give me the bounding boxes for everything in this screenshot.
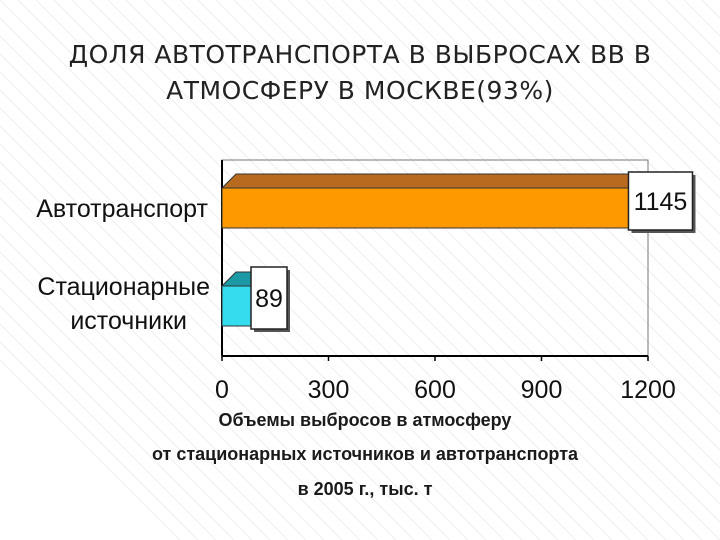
category-label: источники <box>70 307 187 335</box>
background-stripe <box>0 125 415 540</box>
bar-1 <box>221 285 255 327</box>
background-stripe <box>0 305 235 540</box>
background-stripe <box>215 0 720 505</box>
background-stripe <box>557 0 720 163</box>
background-stripe <box>143 0 685 540</box>
background-stripe <box>0 341 199 540</box>
x-tick-label: 0 <box>215 376 229 404</box>
x-tick-label: 900 <box>521 376 563 404</box>
background-stripe <box>0 161 379 540</box>
background-stripe <box>0 143 397 540</box>
slide-title-line-2: АТМОСФЕРУ В МОСКВЕ(93%) <box>166 76 554 105</box>
background-stripe <box>575 0 720 145</box>
x-tick-label: 600 <box>414 376 456 404</box>
x-tick-label: 1200 <box>620 376 676 404</box>
background-stripe <box>323 0 720 397</box>
background-stripe <box>125 0 667 540</box>
background-stripe <box>449 0 720 271</box>
background-stripe <box>269 0 720 451</box>
background-stripe <box>539 0 720 181</box>
chart-caption-line-2: от стационарных источников и автотранспо… <box>151 444 579 464</box>
background-stripe <box>413 0 720 307</box>
background-stripe <box>35 0 577 540</box>
x-tick-label: 300 <box>308 376 350 404</box>
background-stripe <box>0 107 433 540</box>
data-label-box <box>627 171 694 231</box>
background-stripe <box>0 323 217 540</box>
background-stripe <box>467 0 720 253</box>
background-stripe <box>89 0 631 540</box>
chart-caption-line-3: в 2005 г., тыс. т <box>297 479 433 499</box>
data-label: 89 <box>255 285 283 313</box>
background-stripe <box>395 0 720 325</box>
background-stripe <box>0 287 253 540</box>
background-stripe <box>341 0 720 379</box>
background-stripe <box>0 251 289 540</box>
slide-title-line-1: ДОЛЯ АВТОТРАНСПОРТА В ВЫБРОСАХ ВВ В <box>68 40 652 69</box>
bar-0 <box>221 187 629 229</box>
category-label: Автотранспорт <box>36 195 208 223</box>
background-stripe <box>107 0 649 540</box>
background-stripe <box>161 0 703 540</box>
background-stripe <box>521 0 720 199</box>
background-stripe <box>251 0 720 469</box>
background-stripe <box>0 71 469 540</box>
data-label-box <box>250 266 288 330</box>
background-stripe <box>287 0 720 433</box>
background-stripe <box>0 179 361 540</box>
background-stripe <box>0 233 307 540</box>
background-stripe <box>0 197 343 540</box>
background-stripe <box>53 0 595 540</box>
background-stripe <box>485 0 720 235</box>
background-stripe <box>0 89 451 540</box>
background-stripe <box>197 0 720 523</box>
data-label: 1145 <box>634 188 688 216</box>
background-stripe <box>305 0 720 415</box>
background-stripe <box>0 269 271 540</box>
background-stripe <box>0 359 181 540</box>
background-stripe <box>431 0 720 289</box>
background-stripe <box>0 215 325 540</box>
background-stripe <box>179 0 720 540</box>
background-stripe <box>359 0 720 361</box>
chart-caption-line-1: Объемы выбросов в атмосферу <box>218 410 512 430</box>
background-stripe <box>233 0 720 487</box>
background-stripe <box>611 0 720 109</box>
background-stripe <box>71 0 613 540</box>
background-stripe <box>503 0 720 217</box>
bar-top-face <box>220 173 644 189</box>
category-label: Стационарные <box>37 273 210 301</box>
background-stripe <box>0 53 487 540</box>
background-stripe <box>593 0 720 127</box>
background-stripe <box>0 35 505 540</box>
